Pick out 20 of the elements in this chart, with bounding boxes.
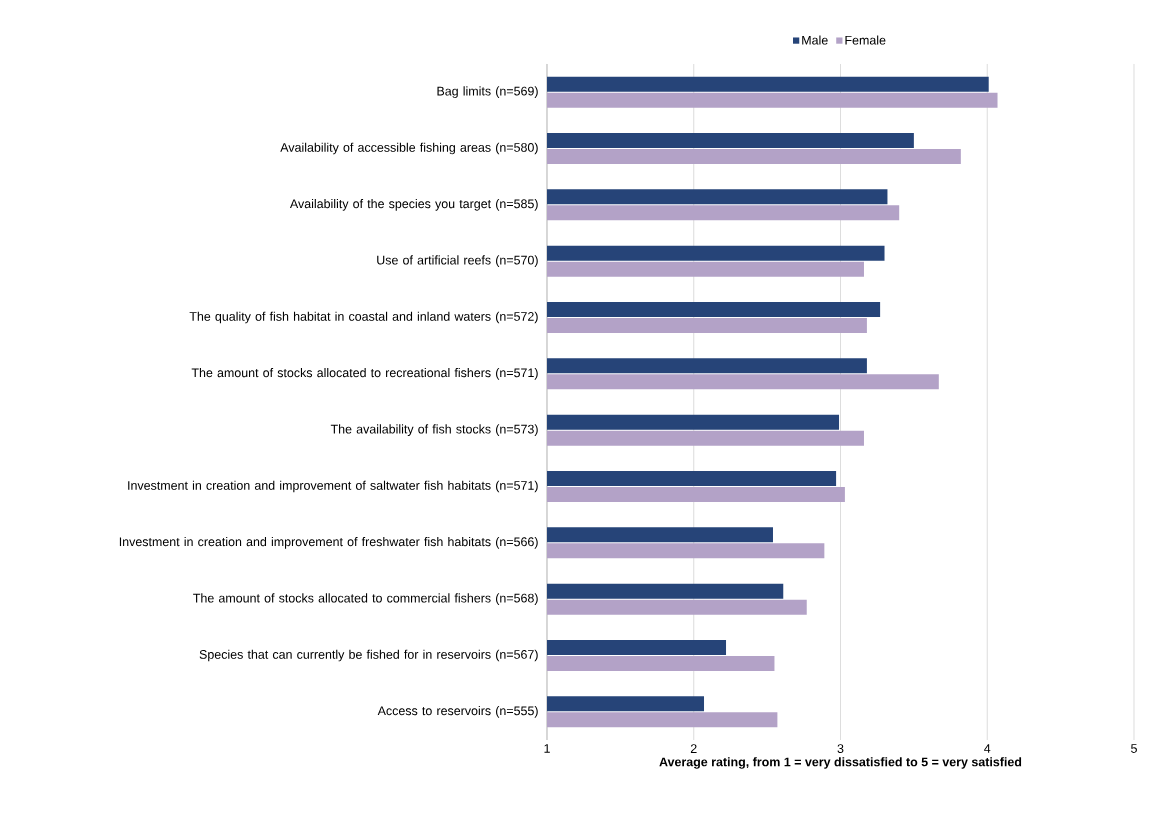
x-tick-label: 1	[544, 744, 550, 753]
y-tick-label: Species that can currently be fished for in reservoirs (n=567)	[199, 649, 538, 662]
x-tick-label: 4	[984, 744, 991, 753]
y-tick-label: The quality of fish habitat in coastal and inland waters (n=572)	[189, 311, 538, 324]
x-axis-title: Average rating, from 1 = very dissatisfied to 5 = very satisfied	[659, 757, 1022, 769]
y-tick-label: Availability of the species you target (n=585)	[289, 199, 538, 211]
legend-label: Male	[802, 35, 828, 45]
y-tick-label: Access to reservoirs (n=555)	[377, 706, 538, 718]
y-tick-label: Investment in creation and improvement of freshwater fish habitats (n=566)	[119, 537, 538, 549]
y-tick-label: Bag limits (n=569)	[437, 86, 538, 98]
y-tick-label: The amount of stocks allocated to commercial fishers (n=568)	[193, 593, 538, 605]
y-tick-label: Use of artificial reefs (n=570)	[377, 255, 538, 267]
y-tick-label: Availability of accessible fishing areas (n=580)	[280, 142, 538, 155]
y-tick-label: The amount of stocks allocated to recreational fishers (n=571)	[191, 368, 538, 380]
y-tick-label: The availability of fish stocks (n=573)	[330, 424, 538, 436]
legend-label: Female	[845, 35, 886, 45]
y-tick-label: Investment in creation and improvement of saltwater fish habitats (n=571)	[128, 480, 538, 493]
x-tick-label: 5	[1131, 744, 1137, 753]
x-tick-label: 3	[837, 744, 844, 753]
x-tick-label: 2	[690, 744, 697, 753]
